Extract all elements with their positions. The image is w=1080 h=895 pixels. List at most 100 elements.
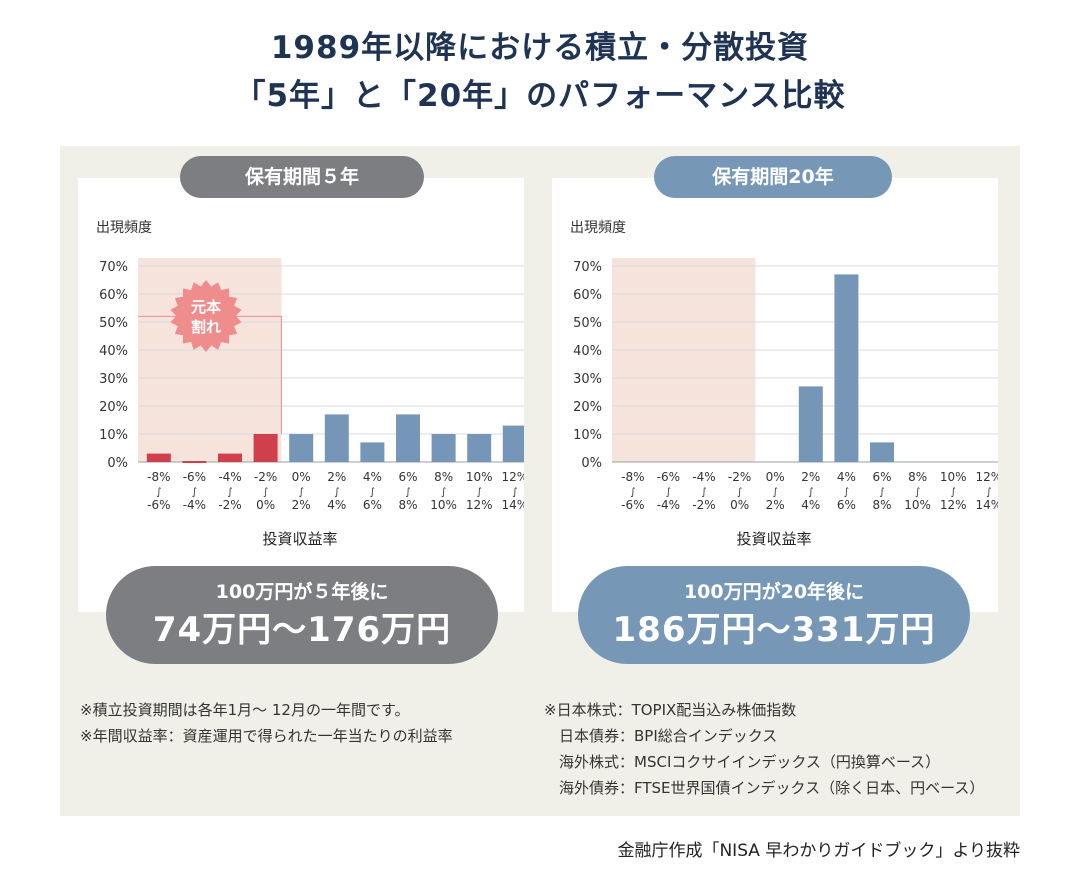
x-tick-label: -4% xyxy=(218,470,241,484)
x-tick-label: -6% xyxy=(621,498,644,512)
x-tick-label: ∫ xyxy=(405,487,410,498)
x-tick-label: ∫ xyxy=(737,487,742,498)
x-tick-label: ∫ xyxy=(951,487,956,498)
y-tick-label: 70% xyxy=(99,260,128,275)
x-tick-label: -4% xyxy=(692,470,715,484)
bar xyxy=(431,434,456,462)
starburst-shape xyxy=(170,280,242,352)
note-left-2: ※年間収益率：資産運用で得られた一年当たりの利益率 xyxy=(80,727,453,745)
x-tick-label: 6% xyxy=(837,498,856,512)
bar xyxy=(798,386,823,462)
y-tick-label: 50% xyxy=(573,316,602,331)
badge-text-line1: 元本 xyxy=(191,298,221,316)
x-axis-label: 投資収益率 xyxy=(262,530,337,548)
result-5yr-caption: 100万円が５年後に xyxy=(215,581,389,603)
y-tick-label: 20% xyxy=(99,400,128,415)
comparison-area: 出現頻度 0% 10% 20% 30% 40% 50% 60% 70% -8% ∫ -6% -6% ∫ -4… xyxy=(60,146,1020,816)
y-axis-label: 出現頻度 xyxy=(570,220,626,236)
x-tick-label: 10% xyxy=(940,470,967,484)
x-tick-label: 10% xyxy=(466,470,493,484)
x-tick-label: -4% xyxy=(183,498,206,512)
x-tick-label: ∫ xyxy=(192,487,197,498)
x-tick-label: 12% xyxy=(940,498,967,512)
x-tick-label: -2% xyxy=(254,470,277,484)
x-tick-label: 8% xyxy=(872,498,891,512)
x-tick-label: 10% xyxy=(430,498,457,512)
bar xyxy=(360,442,385,462)
y-tick-label: 0% xyxy=(107,456,128,471)
x-tick-label: 12% xyxy=(975,470,998,484)
note-left-1: ※積立投資期間は各年1月〜 12月の一年間です。 xyxy=(80,701,410,719)
x-tick-label: -2% xyxy=(728,470,751,484)
page-title-line2: 「5年」と「20年」のパフォーマンス比較 xyxy=(234,78,846,114)
x-tick-label: 14% xyxy=(975,498,998,512)
x-tick-label: ∫ xyxy=(915,487,920,498)
bar xyxy=(324,414,349,462)
page-title-line1: 1989年以降における積立・分散投資 xyxy=(270,30,810,66)
x-tick-label: 10% xyxy=(904,498,931,512)
x-tick-label: 4% xyxy=(327,498,346,512)
x-tick-label: 8% xyxy=(398,498,417,512)
y-axis-label: 出現頻度 xyxy=(96,220,152,236)
y-tick-label: 50% xyxy=(99,316,128,331)
x-tick-label: 4% xyxy=(801,498,820,512)
y-tick-label: 60% xyxy=(573,288,602,303)
source-credit: 金融庁作成「NISA 早わかりガイドブック」より抜粋 xyxy=(617,841,1020,861)
bar xyxy=(253,434,278,462)
x-tick-label: 4% xyxy=(837,470,856,484)
y-tick-label: 20% xyxy=(573,400,602,415)
x-tick-label: ∫ xyxy=(986,487,991,498)
x-tick-label: 2% xyxy=(327,470,346,484)
x-tick-label: ∫ xyxy=(477,487,482,498)
x-tick-label: -2% xyxy=(692,498,715,512)
x-tick-label: ∫ xyxy=(263,487,268,498)
result-20yr-caption: 100万円が20年後に xyxy=(683,581,865,603)
x-tick-label: ∫ xyxy=(701,487,706,498)
x-axis-label: 投資収益率 xyxy=(736,530,811,548)
result-20yr: 100万円が20年後に 186万円〜331万円 xyxy=(578,566,970,664)
x-tick-label: 2% xyxy=(801,470,820,484)
bar xyxy=(289,434,314,462)
bar xyxy=(467,434,492,462)
x-tick-label: 6% xyxy=(363,498,382,512)
x-tick-label: 0% xyxy=(730,498,749,512)
x-tick-label: 0% xyxy=(256,498,275,512)
x-tick-label: 2% xyxy=(292,498,311,512)
chart-20yr: 出現頻度0%10%20%30%40%50%60%70%-8%∫-6%-6%∫-4… xyxy=(570,220,998,548)
y-tick-label: 30% xyxy=(99,372,128,387)
result-5yr-range: 74万円〜176万円 xyxy=(152,610,452,650)
x-tick-label: ∫ xyxy=(808,487,813,498)
x-tick-label: ∫ xyxy=(666,487,671,498)
x-tick-label: ∫ xyxy=(512,487,517,498)
bar xyxy=(218,453,242,462)
bar xyxy=(834,274,859,462)
y-tick-label: 10% xyxy=(573,428,602,443)
y-tick-label: 60% xyxy=(99,288,128,303)
x-tick-label: 4% xyxy=(363,470,382,484)
x-tick-label: ∫ xyxy=(441,487,446,498)
x-tick-label: 6% xyxy=(872,470,891,484)
x-tick-label: -6% xyxy=(147,498,170,512)
chart-panel-5yr: 出現頻度 0% 10% 20% 30% 40% 50% 60% 70% -8% ∫ -6% -6% ∫ -4… xyxy=(78,178,524,612)
x-tick-label: ∫ xyxy=(156,487,161,498)
x-tick-label: 0% xyxy=(292,470,311,484)
result-5yr: 100万円が５年後に 74万円〜176万円 xyxy=(106,566,498,664)
x-tick-label: 2% xyxy=(766,498,785,512)
y-tick-label: 30% xyxy=(573,372,602,387)
x-tick-label: ∫ xyxy=(630,487,635,498)
note-right-1: ※日本株式：TOPIX配当込み株価指数 xyxy=(544,701,797,719)
x-tick-label: 6% xyxy=(398,470,417,484)
y-tick-label: 0% xyxy=(581,456,602,471)
x-tick-label: 12% xyxy=(501,470,524,484)
x-tick-label: 0% xyxy=(766,470,785,484)
bar xyxy=(502,425,524,462)
loss-zone xyxy=(612,258,756,462)
bar xyxy=(870,442,894,462)
x-tick-label: 8% xyxy=(434,470,453,484)
holding-period-5yr-label: 保有期間５年 xyxy=(180,156,424,198)
x-tick-label: ∫ xyxy=(773,487,778,498)
x-tick-label: ∫ xyxy=(844,487,849,498)
x-tick-label: -6% xyxy=(183,470,206,484)
y-tick-label: 10% xyxy=(99,428,128,443)
